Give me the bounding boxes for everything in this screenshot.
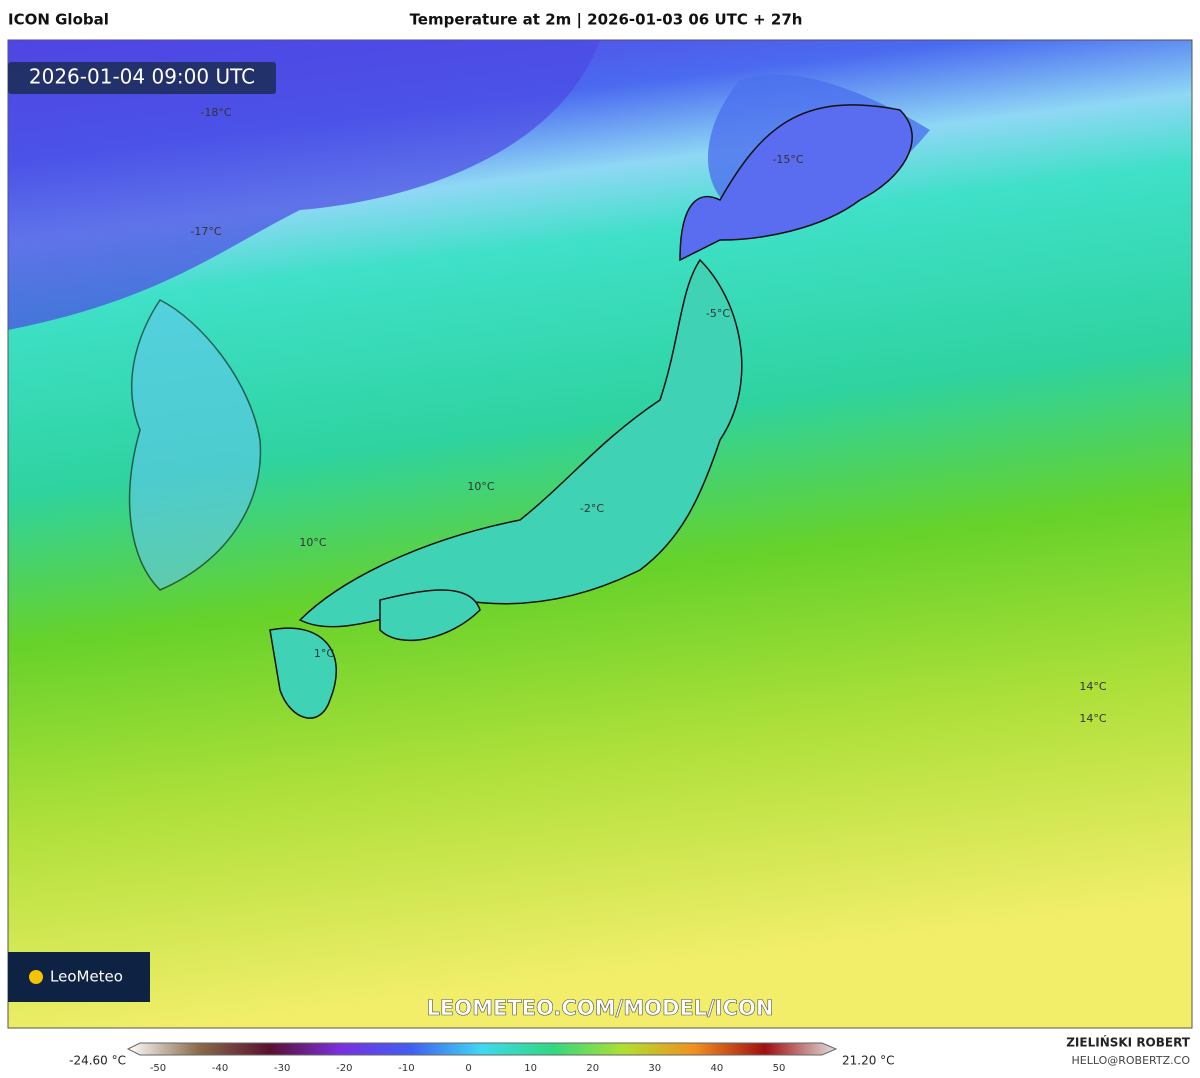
temp-label: 10°C	[467, 480, 494, 493]
temp-label: 14°C	[1079, 712, 1106, 725]
colorbar-tick-label: -30	[274, 1063, 290, 1074]
logo-sun	[29, 970, 43, 984]
colorbar	[126, 1042, 838, 1056]
colorbar-tick-label: 40	[711, 1063, 724, 1074]
colorbar-tick-label: -10	[398, 1063, 414, 1074]
temp-label: -15°C	[772, 153, 803, 166]
valid-time: 2026-01-04 09:00 UTC	[29, 65, 255, 89]
temp-label: -18°C	[200, 106, 231, 119]
temp-label: 1°C	[314, 647, 334, 660]
colorbar-ticks: -50 -40 -30 -20 -10 0 10 20 30 40 50	[150, 1063, 786, 1074]
colorbar-min: -24.60 °C	[69, 1054, 126, 1068]
model-name: ICON Global	[8, 11, 109, 29]
temp-label: 10°C	[299, 536, 326, 549]
colorbar-tick-label: 10	[524, 1063, 537, 1074]
author: ZIELIŃSKI ROBERT	[1066, 1035, 1191, 1050]
colorbar-tick-label: -40	[212, 1063, 228, 1074]
colorbar-tick-label: 0	[465, 1063, 471, 1074]
temp-label: -5°C	[706, 307, 730, 320]
temp-label: -17°C	[190, 225, 221, 238]
colorbar-tick-label: 20	[586, 1063, 599, 1074]
temp-label: 14°C	[1079, 680, 1106, 693]
logo: LeoMeteo	[50, 968, 123, 986]
map	[7, 39, 1193, 1029]
colorbar-tick-label: 30	[648, 1063, 661, 1074]
colorbar-tick-label: -20	[336, 1063, 352, 1074]
email: HELLO@ROBERTZ.CO	[1072, 1054, 1191, 1067]
colorbar-max: 21.20 °C	[842, 1054, 895, 1068]
colorbar-tick-label: -50	[150, 1063, 166, 1074]
watermark: LEOMETEO.COM/MODEL/ICON	[427, 996, 774, 1020]
valid-time-box	[8, 62, 276, 94]
temp-label: -2°C	[580, 502, 604, 515]
map-title: Temperature at 2m | 2026-01-03 06 UTC + …	[410, 11, 803, 30]
colorbar-tick-label: 50	[773, 1063, 786, 1074]
